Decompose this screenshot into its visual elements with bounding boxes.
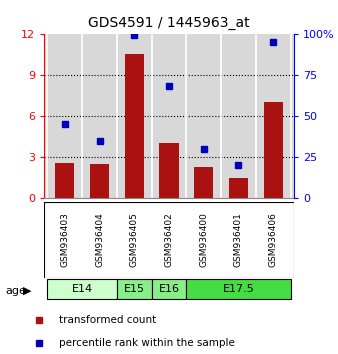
- Bar: [152, 279, 186, 299]
- Bar: [90, 164, 109, 198]
- Text: ▶: ▶: [23, 286, 31, 296]
- Bar: [229, 178, 248, 198]
- Text: GSM936400: GSM936400: [199, 212, 208, 267]
- Text: E15: E15: [124, 284, 145, 294]
- Text: age: age: [5, 286, 26, 296]
- Bar: [264, 102, 283, 198]
- Bar: [194, 167, 213, 198]
- Text: GSM936402: GSM936402: [165, 212, 173, 267]
- Bar: [186, 279, 291, 299]
- Bar: [47, 279, 117, 299]
- Text: GSM936406: GSM936406: [269, 212, 278, 267]
- Bar: [55, 162, 74, 198]
- Bar: [125, 54, 144, 198]
- Bar: [117, 279, 152, 299]
- Text: GSM936405: GSM936405: [130, 212, 139, 267]
- Text: E14: E14: [72, 284, 93, 294]
- Text: GDS4591 / 1445963_at: GDS4591 / 1445963_at: [88, 16, 250, 30]
- Text: E17.5: E17.5: [223, 284, 255, 294]
- Text: GSM936401: GSM936401: [234, 212, 243, 267]
- Text: GSM936403: GSM936403: [60, 212, 69, 267]
- Text: percentile rank within the sample: percentile rank within the sample: [59, 338, 235, 348]
- Bar: [160, 143, 178, 198]
- Text: E16: E16: [159, 284, 179, 294]
- Text: GSM936404: GSM936404: [95, 212, 104, 267]
- Text: transformed count: transformed count: [59, 315, 156, 325]
